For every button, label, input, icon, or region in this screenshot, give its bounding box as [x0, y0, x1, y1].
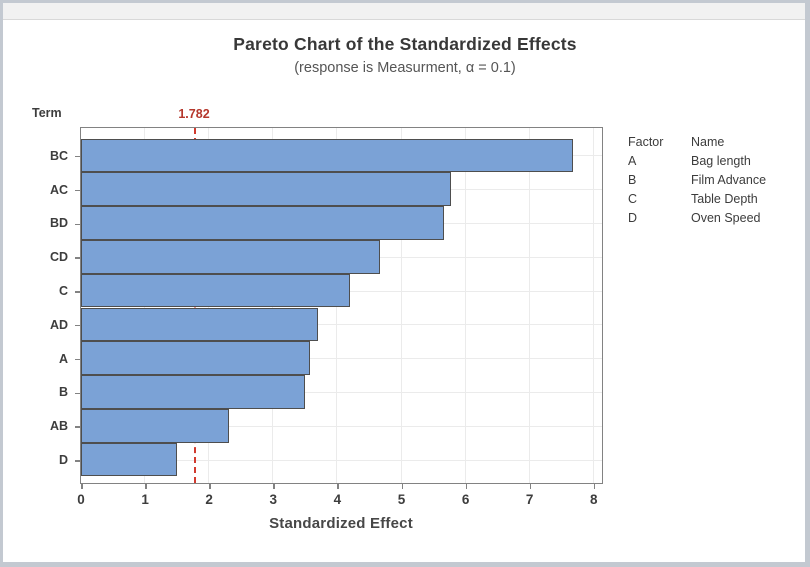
chart-subtitle: (response is Measurment, α = 0.1)	[294, 60, 516, 76]
legend-factor: C	[628, 192, 638, 206]
y-tick-mark	[75, 291, 80, 293]
legend-factor: B	[628, 173, 637, 187]
legend-factor-name: Oven Speed	[691, 211, 761, 225]
x-tick-label: 1	[141, 492, 149, 507]
gridline	[81, 324, 602, 326]
gridline	[464, 128, 466, 483]
bar-b[interactable]	[81, 375, 306, 409]
y-tick-mark	[75, 324, 80, 327]
y-tick-label: AC	[49, 182, 68, 197]
bar-d[interactable]	[81, 442, 178, 477]
x-tick-mark	[465, 484, 468, 489]
gridline	[81, 392, 602, 393]
graph-window-titlebar	[3, 3, 805, 20]
y-tick-label: AB	[49, 419, 68, 434]
legend-col-header: Name	[691, 135, 725, 149]
y-tick-label: B	[58, 385, 68, 400]
bar-bd[interactable]	[81, 206, 445, 240]
chart-title: Pareto Chart of the Standardized Effects	[233, 34, 577, 54]
x-tick-label: 0	[77, 492, 85, 507]
bar-ac[interactable]	[81, 172, 452, 207]
x-tick-label: 4	[333, 492, 342, 507]
gridline	[81, 358, 602, 360]
y-tick-label: C	[58, 284, 68, 299]
y-tick-mark	[75, 257, 80, 259]
legend-col-header: Factor	[628, 135, 664, 149]
x-tick-label: 8	[590, 492, 598, 507]
y-tick-label: A	[58, 351, 68, 366]
x-tick-mark	[81, 484, 83, 489]
bar-c[interactable]	[81, 273, 351, 308]
factor-legend: Factor Name A Bag length B Film Advance C Table…	[628, 133, 766, 228]
x-tick-mark	[337, 484, 339, 489]
plot-area[interactable]	[80, 127, 603, 484]
x-tick-mark	[529, 484, 532, 489]
y-axis-title: Term	[32, 106, 62, 120]
legend-factor: D	[628, 211, 638, 225]
gridline	[400, 128, 402, 483]
x-tick-mark	[209, 484, 211, 489]
x-tick-label: 3	[269, 492, 278, 507]
y-tick-label: BC	[49, 148, 68, 163]
bar-cd[interactable]	[81, 239, 381, 274]
x-tick-label: 7	[525, 492, 534, 507]
x-tick-label: 5	[397, 492, 406, 507]
y-tick-mark	[75, 189, 80, 192]
x-tick-mark	[401, 484, 403, 489]
x-tick-mark	[145, 484, 147, 489]
y-tick-label: AD	[49, 317, 68, 332]
gridline	[81, 425, 602, 427]
y-tick-mark	[75, 426, 80, 428]
x-axis-title: Standardized Effect	[269, 515, 413, 532]
x-tick-label: 6	[461, 492, 470, 507]
legend-factor: A	[628, 154, 637, 168]
x-tick-label: 2	[205, 492, 213, 507]
x-tick-mark	[593, 484, 596, 489]
y-tick-mark	[75, 392, 80, 394]
bar-ad[interactable]	[81, 307, 319, 342]
legend-factor-name: Film Advance	[691, 173, 767, 187]
gridline	[528, 128, 530, 483]
reference-line-label: 1.782	[178, 107, 210, 121]
y-tick-mark	[75, 155, 80, 158]
legend-factor-name: Table Depth	[691, 192, 758, 206]
y-tick-label: BD	[49, 216, 68, 231]
y-tick-mark	[75, 460, 80, 462]
bar-ab[interactable]	[81, 408, 230, 443]
y-tick-label: D	[58, 453, 68, 468]
bar-bc[interactable]	[81, 138, 573, 173]
bar-a[interactable]	[81, 341, 311, 376]
y-tick-mark	[75, 358, 80, 361]
legend-factor-name: Bag length	[691, 154, 751, 168]
gridline	[592, 128, 594, 483]
x-tick-mark	[273, 484, 275, 489]
gridline	[81, 459, 602, 461]
y-tick-mark	[75, 223, 80, 225]
y-tick-label: CD	[49, 250, 68, 265]
